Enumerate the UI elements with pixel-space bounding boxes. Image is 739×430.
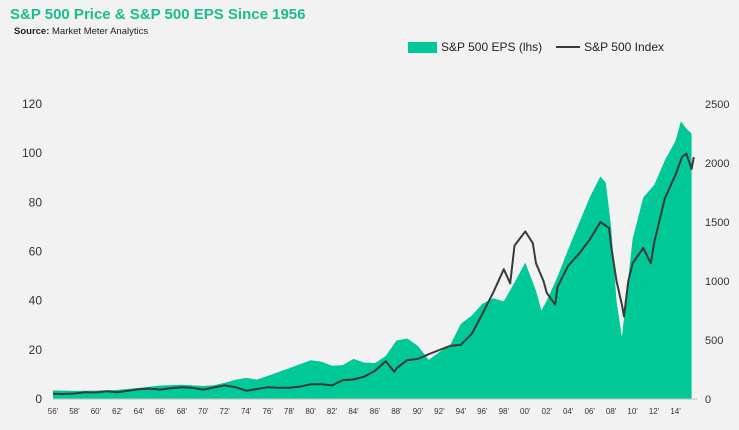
y-left-tick-label: 60 xyxy=(29,245,43,259)
x-tick-label: 10' xyxy=(627,407,638,416)
y-left-tick-label: 100 xyxy=(22,146,42,160)
x-tick-label: 82' xyxy=(327,407,338,416)
x-tick-label: 56' xyxy=(48,407,59,416)
source-label: Source: xyxy=(14,26,50,37)
y-left-tick-label: 120 xyxy=(22,97,42,111)
x-tick-label: 70' xyxy=(198,407,209,416)
x-tick-label: 08' xyxy=(606,407,617,416)
x-tick-label: 72' xyxy=(220,407,231,416)
y-left-tick-label: 0 xyxy=(35,392,42,406)
legend-item-index: S&P 500 Index xyxy=(556,40,664,54)
x-tick-label: 96' xyxy=(477,407,488,416)
y-left-tick-label: 20 xyxy=(29,343,43,357)
x-tick-label: 66' xyxy=(155,407,166,416)
index-line-series xyxy=(52,152,695,395)
x-tick-label: 86' xyxy=(370,407,381,416)
x-tick-label: 62' xyxy=(112,407,123,416)
y-right-tick-label: 2000 xyxy=(705,158,729,170)
x-tick-label: 58' xyxy=(69,407,80,416)
eps-area-series xyxy=(53,121,692,399)
x-tick-label: 80' xyxy=(305,407,316,416)
y-right-tick-label: 1000 xyxy=(705,276,729,288)
x-tick-label: 64' xyxy=(134,407,145,416)
legend-item-eps: S&P 500 EPS (lhs) xyxy=(408,40,542,54)
x-tick-label: 68' xyxy=(177,407,188,416)
chart-title: S&P 500 Price & S&P 500 EPS Since 1956 xyxy=(10,6,306,23)
chart-source: Source: Market Meter Analytics xyxy=(14,26,148,37)
source-text: Market Meter Analytics xyxy=(52,26,149,37)
y-right-tick-label: 2500 xyxy=(705,99,729,111)
x-tick-label: 88' xyxy=(391,407,402,416)
legend-label-index: S&P 500 Index xyxy=(584,40,665,54)
y-right-tick-label: 0 xyxy=(705,394,711,406)
x-tick-label: 84' xyxy=(348,407,359,416)
y-left-tick-label: 80 xyxy=(29,195,43,209)
x-tick-label: 74' xyxy=(241,407,252,416)
x-tick-label: 98' xyxy=(499,407,510,416)
x-tick-label: 78' xyxy=(284,407,295,416)
x-tick-label: 14' xyxy=(670,407,681,416)
y-left-tick-label: 40 xyxy=(29,294,43,308)
y-right-tick-label: 1500 xyxy=(705,217,729,229)
x-tick-label: 00' xyxy=(520,407,531,416)
x-tick-label: 60' xyxy=(91,407,102,416)
x-tick-label: 06' xyxy=(584,407,595,416)
x-tick-label: 94' xyxy=(456,407,467,416)
x-tick-label: 02' xyxy=(542,407,553,416)
legend-swatch-index xyxy=(556,46,581,48)
legend-label-eps: S&P 500 EPS (lhs) xyxy=(441,40,543,54)
y-right-tick-label: 500 xyxy=(705,335,723,347)
x-tick-label: 76' xyxy=(262,407,273,416)
legend-swatch-eps xyxy=(408,41,437,53)
x-tick-label: 90' xyxy=(413,407,424,416)
x-tick-label: 92' xyxy=(434,407,445,416)
x-tick-label: 04' xyxy=(563,407,574,416)
x-tick-label: 12' xyxy=(649,407,660,416)
chart-legend: S&P 500 EPS (lhs) S&P 500 Index xyxy=(408,40,678,54)
